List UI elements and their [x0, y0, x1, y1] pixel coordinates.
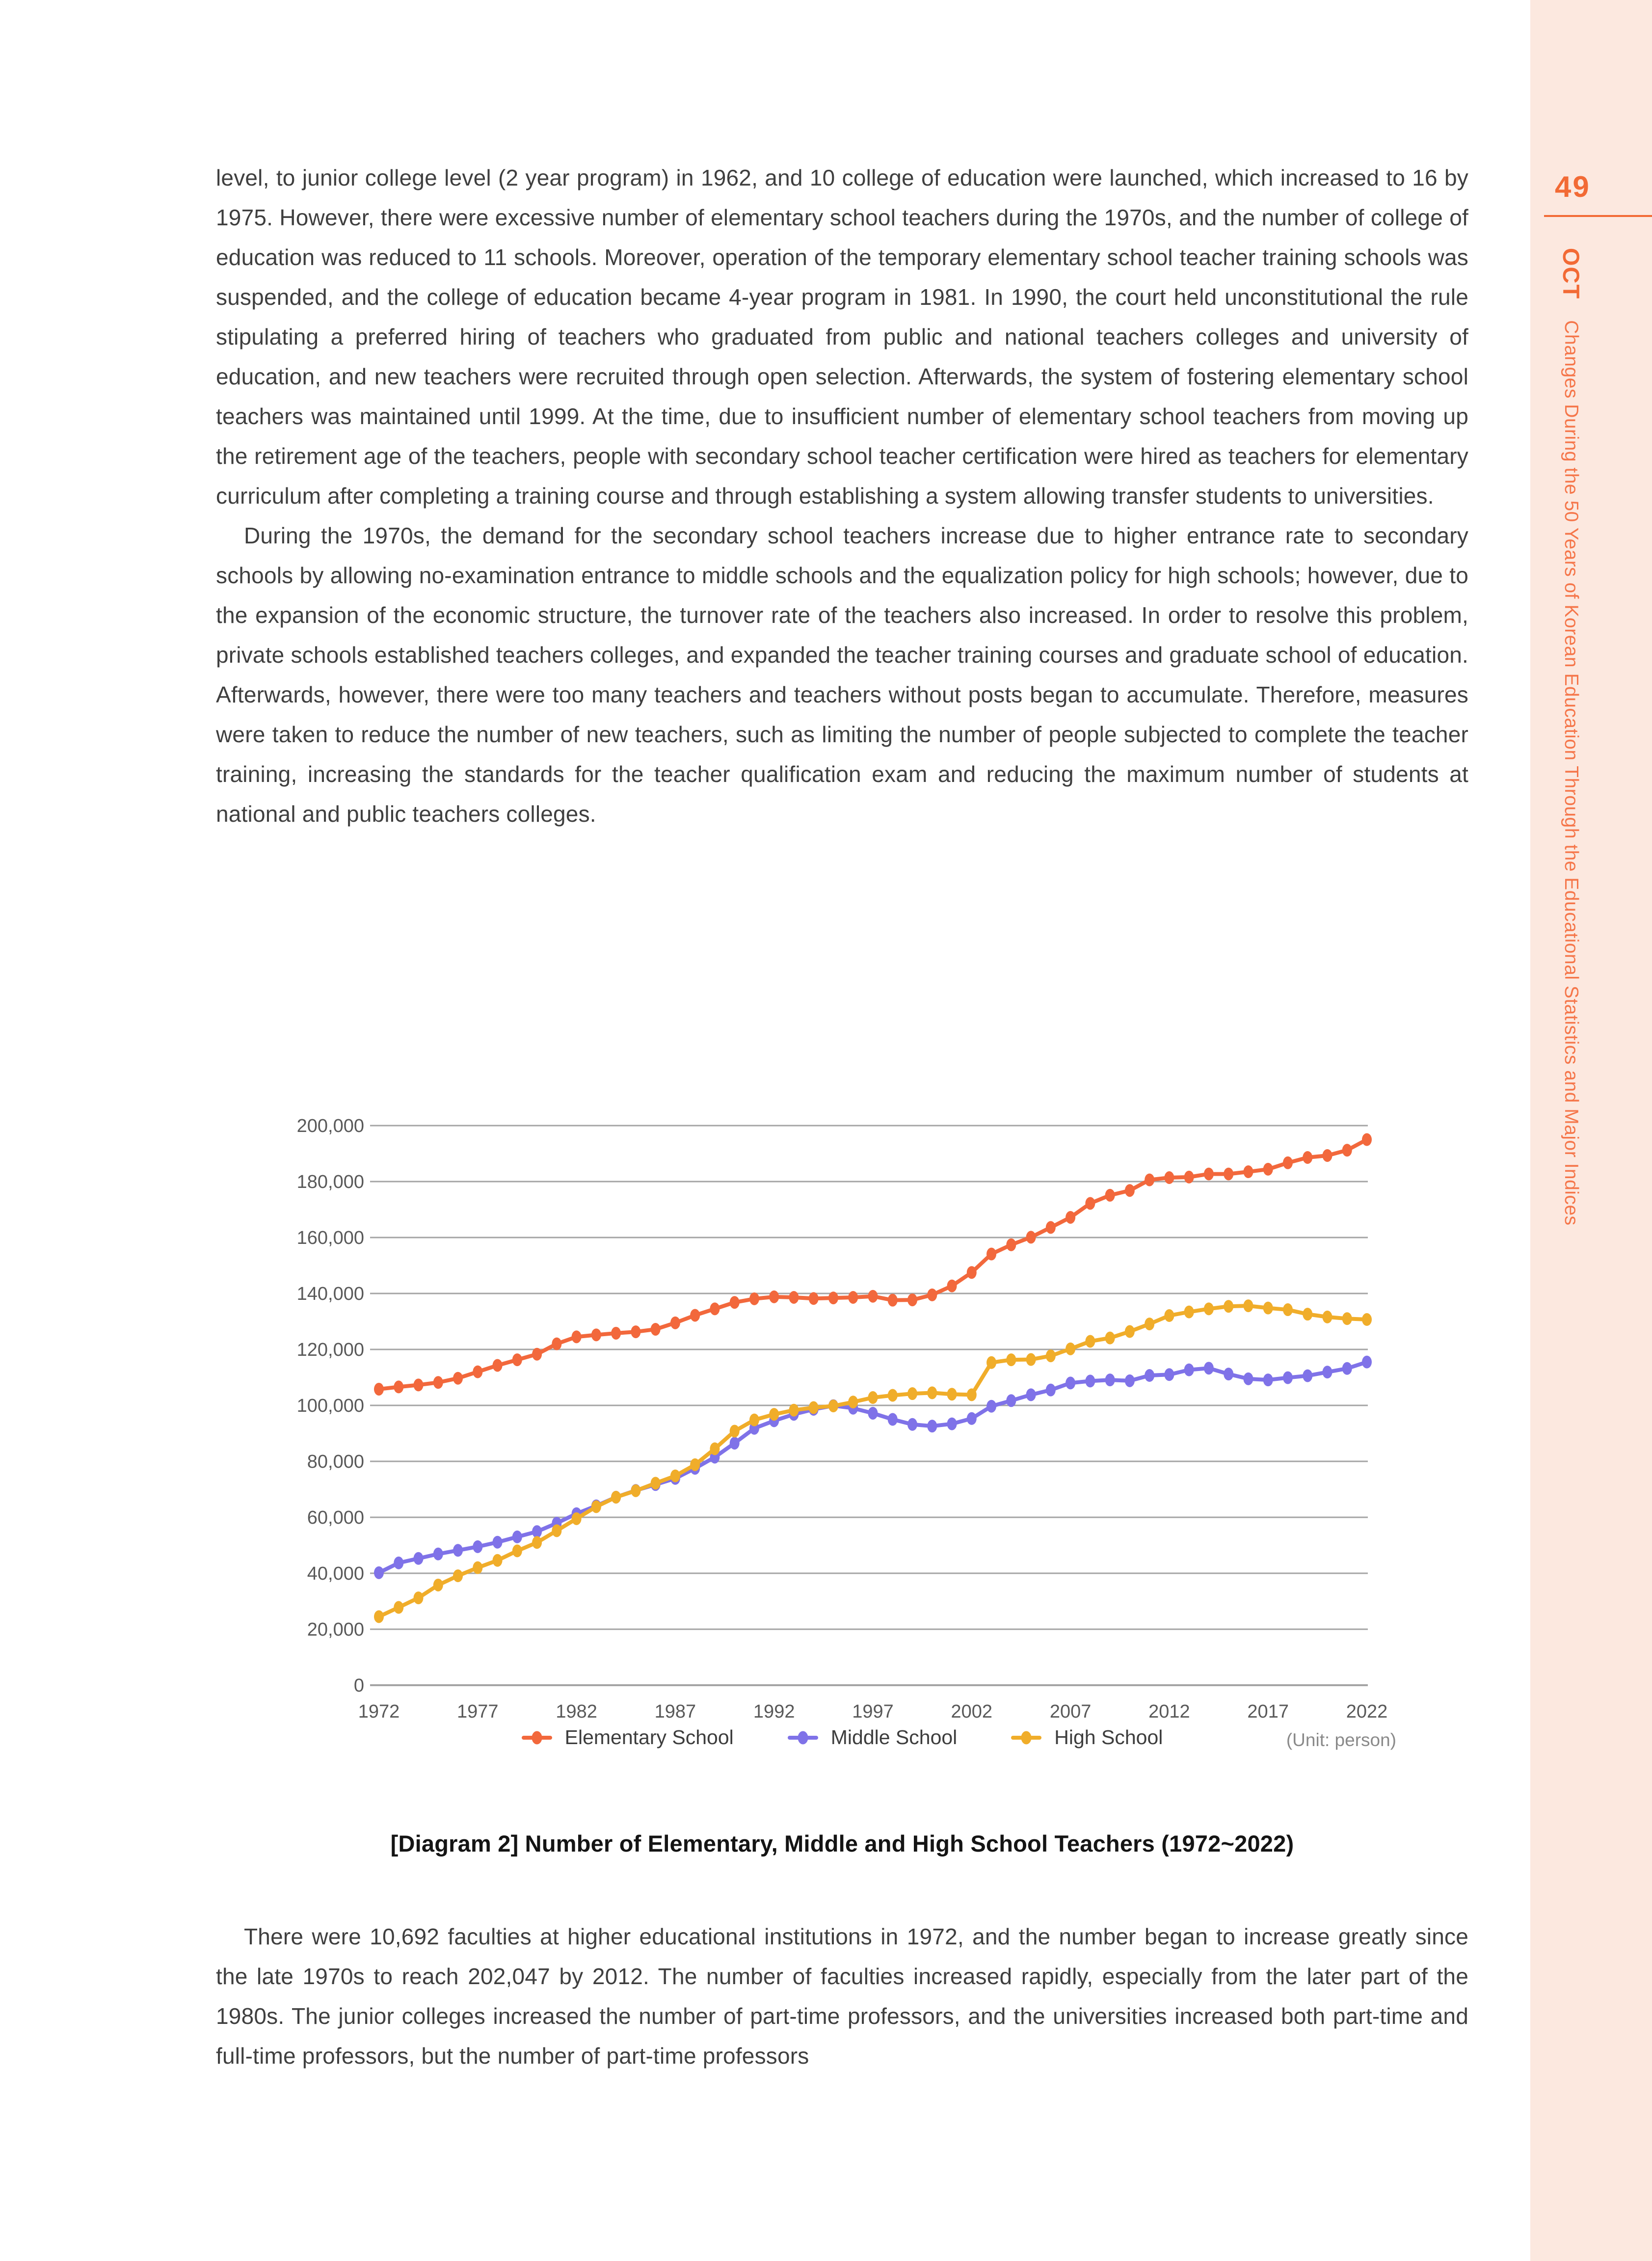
- elementary-series-marker-icon: [521, 1731, 552, 1744]
- chapter-tag: OCT: [1558, 248, 1584, 300]
- teachers-line-chart-svg: 0 20,000 40,000 60,000 80,000 100,000 120,000 1…: [297, 1116, 1388, 1722]
- svg-text:1972: 1972: [358, 1701, 400, 1722]
- paragraph-faculties: There were 10,692 faculties at higher ed…: [216, 1924, 1468, 2069]
- svg-text:2007: 2007: [1050, 1701, 1092, 1722]
- svg-text:80,000: 80,000: [307, 1452, 364, 1472]
- legend-item-elementary: Elementary School: [521, 1726, 734, 1749]
- paragraph-secondary-teachers: During the 1970s, the demand for the sec…: [216, 523, 1468, 827]
- page-number-rule: [1544, 215, 1652, 217]
- svg-text:1982: 1982: [556, 1701, 597, 1722]
- svg-text:200,000: 200,000: [297, 1116, 364, 1136]
- legend-item-middle: Middle School: [787, 1726, 958, 1749]
- svg-text:60,000: 60,000: [307, 1507, 364, 1528]
- svg-text:2017: 2017: [1247, 1701, 1289, 1722]
- paragraph-teacher-colleges: level, to junior college level (2 year p…: [216, 165, 1468, 509]
- middle-series-dot-icon: [798, 1731, 808, 1744]
- svg-text:160,000: 160,000: [297, 1228, 364, 1248]
- page-number: 49: [1555, 170, 1591, 203]
- svg-text:140,000: 140,000: [297, 1284, 364, 1304]
- elementary-series-dot-icon: [532, 1731, 542, 1744]
- svg-text:2012: 2012: [1148, 1701, 1190, 1722]
- svg-text:2002: 2002: [951, 1701, 993, 1722]
- legend-label-middle: Middle School: [830, 1726, 958, 1749]
- high-series-marker-icon: [1011, 1731, 1042, 1744]
- legend-item-high: High School: [1011, 1726, 1163, 1749]
- svg-text:120,000: 120,000: [297, 1340, 364, 1360]
- body-text-block: level, to junior college level (2 year p…: [216, 158, 1468, 834]
- teachers-chart: 0 20,000 40,000 60,000 80,000 100,000 120,000 1…: [275, 1104, 1467, 1733]
- sidebar-vertical-text: OCT Changes During the 50 Years of Korean…: [1558, 248, 1585, 2162]
- svg-text:1977: 1977: [457, 1701, 499, 1722]
- svg-text:100,000: 100,000: [297, 1396, 364, 1416]
- unit-note: (Unit: person): [1286, 1730, 1396, 1750]
- chart-legend: Elementary School Middle School High Sch…: [216, 1726, 1468, 1749]
- sidebar: 49 OCT Changes During the 50 Years of Kor…: [1530, 0, 1652, 2261]
- chapter-title: Changes During the 50 Years of Korean Ed…: [1561, 320, 1582, 1226]
- svg-text:0: 0: [354, 1675, 364, 1696]
- diagram-caption: [Diagram 2] Number of Elementary, Middle…: [390, 1830, 1294, 1857]
- legend-label-elementary: Elementary School: [564, 1726, 734, 1749]
- svg-text:1992: 1992: [753, 1701, 795, 1722]
- bottom-text-block: There were 10,692 faculties at higher ed…: [216, 1917, 1468, 2076]
- svg-text:40,000: 40,000: [307, 1563, 364, 1584]
- svg-text:2022: 2022: [1346, 1701, 1388, 1722]
- svg-text:1987: 1987: [655, 1701, 696, 1722]
- legend-label-high: High School: [1054, 1726, 1163, 1749]
- svg-text:1997: 1997: [852, 1701, 894, 1722]
- svg-text:180,000: 180,000: [297, 1172, 364, 1192]
- high-series-dot-icon: [1021, 1731, 1032, 1744]
- middle-series-marker-icon: [787, 1731, 818, 1744]
- svg-text:20,000: 20,000: [307, 1619, 364, 1640]
